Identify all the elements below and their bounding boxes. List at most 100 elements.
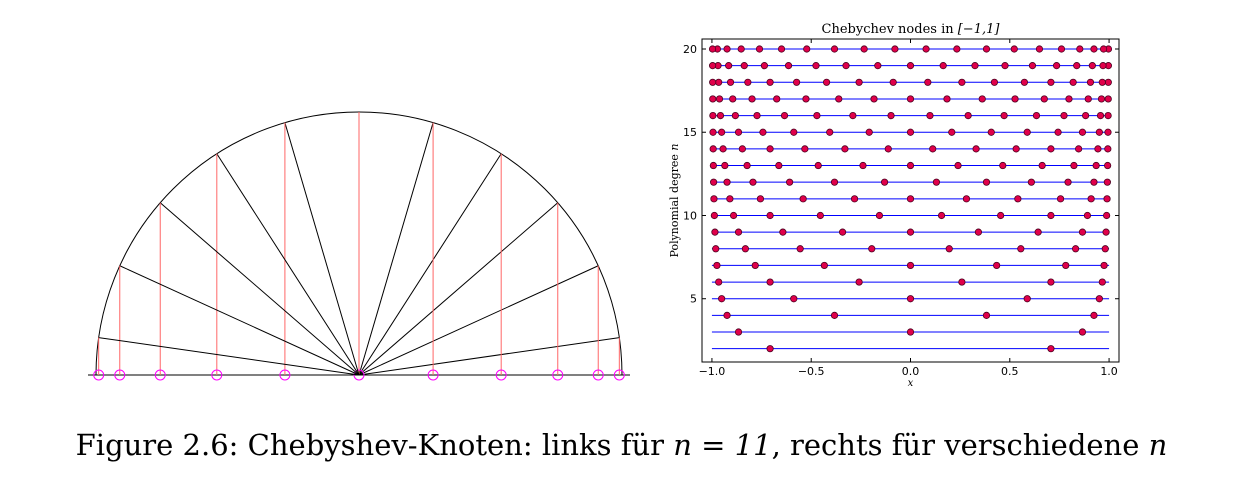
chebyshev-node-point [1103,178,1111,186]
chebyshev-node-point [1027,178,1035,186]
chebyshev-node-point [953,45,961,53]
chebyshev-node-point [1104,95,1112,103]
chebyshev-node-point [1103,211,1111,220]
chebyshev-node-point [1099,62,1107,70]
chebyshev-node-point [1078,128,1087,136]
chebyshev-node-point [1028,62,1037,70]
chebyshev-node-point [723,311,731,319]
chebyshev-node-point [709,78,717,86]
chebyshev-node-point [842,62,850,70]
chebyshev-node-point [906,261,915,270]
chebyshev-node-point [922,45,930,53]
chebyshev-node-point [729,95,737,103]
chebyshev-node-point [1086,78,1095,86]
chebyshev-node-point [830,45,839,53]
chebyshev-node-point [820,261,828,270]
chebyshev-node-point [945,245,953,253]
chebyshev-node-point [982,45,991,53]
chebyshev-node-point [813,111,821,120]
chebyshev-node-point [738,145,746,153]
chebyshev-node-point [721,161,729,170]
chebyshev-node-point [875,211,884,220]
chebyshev-node-point [924,78,932,86]
chebyshev-node-point [731,111,739,120]
chebyshev-node-point [773,95,781,103]
chebyshev-node-point [1034,228,1042,236]
chebyshev-node-point [1072,245,1080,253]
chebyshev-node-point [1083,211,1092,220]
chebyshev-node-point [841,145,849,153]
chebyshev-node-point [1104,128,1112,136]
chebyshev-node-point [1056,195,1065,203]
chebyshev-node-point [1057,45,1066,53]
chebyshev-node-point [729,211,738,220]
caption-text-before: Chebyshev-Knoten: links für [247,428,665,462]
chebyshev-node-point [958,78,966,86]
chebyshev-node-point [889,78,897,86]
chebyshev-node-point [801,145,809,153]
chebyshev-node-point [1087,195,1095,203]
chebyshev-node-point [1060,111,1068,120]
chebyshev-node-point [906,128,915,136]
chebyshev-node-point [784,62,793,70]
chebyshev-node-point [1101,245,1109,253]
chebyshev-node-point [1047,145,1055,153]
chebyshev-nodes-chart: −1.0 −0.5 0.0 0.5 1.0 5 10 15 20 Chebychev nodes … [668,22,1120,389]
x-axis-label: x [908,378,914,389]
radius-line [358,202,559,376]
chebyshev-node-point [1047,211,1055,220]
chebyshev-node-point [723,45,731,53]
chebyshev-node-point [849,111,857,120]
caption-text-middle: , rechts für verschiedene [771,428,1140,462]
chebyshev-node-point [708,45,717,53]
radius-line [119,265,360,376]
chart-title: Chebychev nodes in [−1,1] [822,22,1001,37]
chebyshev-node-point [948,128,956,136]
radius-line [159,202,360,376]
chebyshev-node-point [1078,228,1087,236]
chebyshev-node-point [737,45,745,53]
chebyshev-node-point [726,78,735,86]
chebyshev-node-point [1104,145,1112,153]
chebyshev-node-point [1097,95,1106,103]
chebyshev-node-point [748,95,756,103]
chebyshev-node-point [1040,95,1048,103]
caption-label: Figure 2.6: [75,428,239,462]
chebyshev-node-point [1103,195,1111,203]
chebyshev-node-point [865,128,873,136]
chebyshev-node-point [715,95,724,103]
chebyshev-node-point [972,145,980,153]
node-marker [93,369,105,381]
node-marker [353,369,365,381]
chebyshev-node-point [830,311,839,319]
chebyshev-node-point [838,228,847,236]
chebyshev-node-point [716,111,725,120]
node-marker [114,369,126,381]
node-marker [495,369,507,381]
chebyshev-node-point [906,195,915,203]
x-tick-label: −1.0 [699,365,726,378]
chebyshev-node-point [793,78,801,86]
chebyshev-node-point [743,161,751,170]
chebyshev-node-point [887,111,895,120]
chebyshev-node-point [1073,62,1081,70]
chebyshev-node-point [1032,111,1041,120]
chebyshev-node-point [766,345,774,353]
chebyshev-node-point [990,78,999,86]
chebyshev-node-point [1088,62,1096,70]
chebyshev-node-point [1094,145,1102,153]
chebyshev-node-point [766,278,774,286]
chebyshev-node-point [906,295,915,303]
chebyshev-node-point [734,228,743,236]
chebyshev-node-point [1082,111,1090,120]
chebyshev-node-point [1014,195,1022,203]
chebyshev-node-point [937,211,946,220]
chebyshev-node-point [786,178,794,186]
chebyshev-node-point [962,195,971,203]
chebyshev-node-point [755,45,764,53]
chebyshev-node-point [906,161,915,170]
chebyshev-node-point [816,211,824,220]
chebyshev-node-point [1104,78,1112,86]
semicircle-diagram [88,111,630,381]
chebyshev-node-point [749,178,757,186]
